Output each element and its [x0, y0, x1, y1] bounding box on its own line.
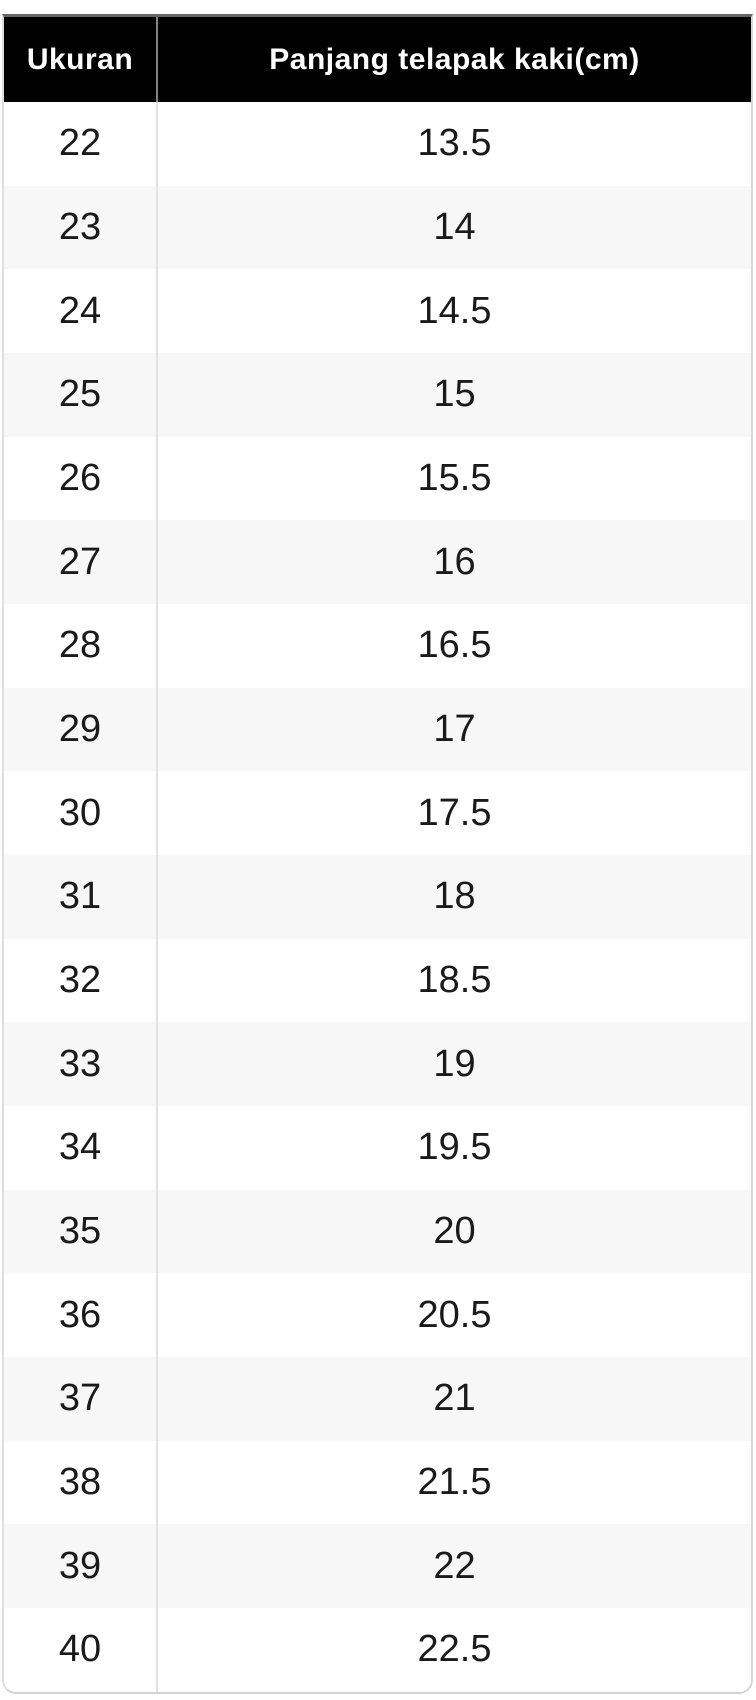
- cell-foot-length: 22: [156, 1524, 751, 1609]
- cell-size: 35: [58, 1210, 102, 1253]
- table-row: 24 14.5: [4, 269, 751, 354]
- cell-size: 26: [58, 457, 102, 500]
- cell-foot-length: 19: [156, 1022, 751, 1107]
- cell-foot-length: 22.5: [156, 1608, 751, 1692]
- cell-foot-length: 17.5: [156, 771, 751, 856]
- table-row: 39 22: [4, 1524, 751, 1609]
- cell-foot-length: 16.5: [156, 604, 751, 688]
- table-row: 26 15.5: [4, 436, 751, 521]
- table-row: 25 15: [4, 353, 751, 437]
- table-row: 30 17.5: [4, 771, 751, 856]
- cell-size: 37: [58, 1377, 102, 1420]
- cell-foot-length: 14: [156, 185, 751, 270]
- cell-foot-length: 14.5: [156, 269, 751, 354]
- cell-foot-length: 20.5: [156, 1273, 751, 1358]
- table-row: 27 16: [4, 520, 751, 605]
- cell-foot-length: 19.5: [156, 1106, 751, 1190]
- cell-size: 24: [58, 289, 102, 332]
- cell-foot-length: 18: [156, 855, 751, 939]
- cell-size: 34: [58, 1126, 102, 1169]
- table-row: 23 14: [4, 185, 751, 270]
- cell-size: 32: [58, 959, 102, 1002]
- table-row: 35 20: [4, 1189, 751, 1274]
- cell-foot-length: 16: [156, 520, 751, 605]
- table-row: 31 18: [4, 855, 751, 939]
- cell-size: 33: [58, 1042, 102, 1085]
- table-row: 28 16.5: [4, 604, 751, 688]
- table-row: 22 13.5: [4, 102, 751, 186]
- table-row: 29 17: [4, 687, 751, 772]
- cell-size: 38: [58, 1461, 102, 1504]
- cell-foot-length: 15: [156, 353, 751, 437]
- cell-size: 30: [58, 791, 102, 834]
- table-row: 34 19.5: [4, 1106, 751, 1190]
- cell-foot-length: 13.5: [156, 102, 751, 186]
- cell-size: 31: [58, 875, 102, 918]
- table-row: 33 19: [4, 1022, 751, 1107]
- cell-size: 23: [58, 206, 102, 248]
- table-row: 37 21: [4, 1357, 751, 1441]
- cell-size: 22: [58, 122, 102, 165]
- cell-foot-length: 21.5: [156, 1440, 751, 1525]
- table-header-row: Ukuran Panjang telapak kaki(cm): [4, 17, 751, 102]
- column-header-ukuran: Ukuran: [26, 42, 134, 76]
- cell-foot-length: 17: [156, 687, 751, 772]
- cell-size: 39: [58, 1544, 102, 1587]
- cell-foot-length: 15.5: [156, 436, 751, 521]
- table-row: 36 20.5: [4, 1273, 751, 1358]
- cell-size: 28: [58, 624, 102, 667]
- cell-size: 29: [58, 708, 102, 751]
- cell-size: 36: [58, 1293, 102, 1336]
- table-row: 40 22.5: [4, 1608, 751, 1692]
- cell-size: 40: [58, 1628, 102, 1671]
- table-row: 38 21.5: [4, 1440, 751, 1525]
- cell-foot-length: 18.5: [156, 938, 751, 1023]
- cell-size: 25: [58, 373, 102, 416]
- cell-foot-length: 21: [156, 1357, 751, 1441]
- cell-foot-length: 20: [156, 1189, 751, 1274]
- size-chart-table: Ukuran Panjang telapak kaki(cm) 22 13.5 …: [2, 14, 753, 1694]
- table-row: 32 18.5: [4, 938, 751, 1023]
- cell-size: 27: [58, 540, 102, 583]
- table-body: 22 13.5 23 14 24 14.5 25 15 26 15.5 27 1…: [4, 102, 751, 1692]
- column-header-panjang-telapak-kaki: Panjang telapak kaki(cm): [156, 17, 751, 102]
